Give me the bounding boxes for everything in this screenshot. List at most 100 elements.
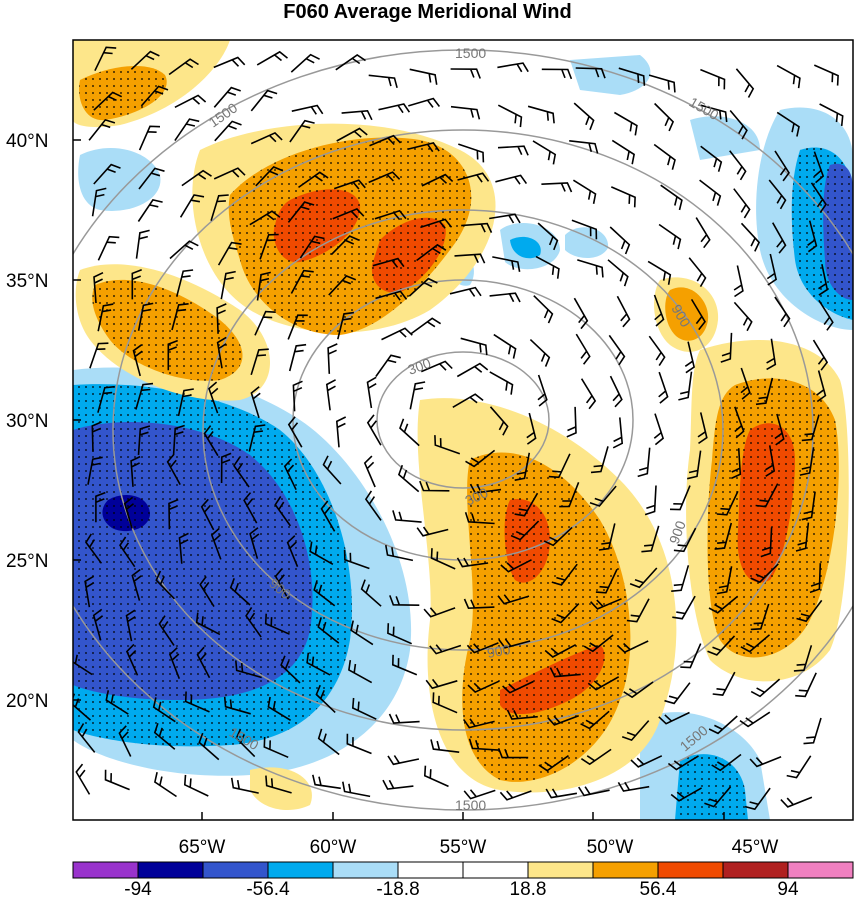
wind-barb — [647, 260, 672, 285]
wind-barb — [700, 68, 726, 90]
wind-barb — [280, 655, 301, 684]
wind-barb — [97, 235, 120, 261]
wind-barb — [535, 255, 560, 279]
wind-barb — [119, 536, 136, 568]
colorbar — [72, 861, 854, 879]
wind-barb — [214, 120, 242, 142]
wind-barb — [810, 182, 827, 214]
wind-barb — [313, 580, 336, 607]
wind-barb — [416, 243, 447, 262]
wind-barb — [730, 448, 742, 480]
wind-barb — [529, 339, 551, 367]
wind-barb — [333, 179, 366, 190]
wind-barb — [286, 535, 299, 568]
wind-barb — [750, 563, 779, 584]
wind-barb — [801, 491, 816, 521]
wind-barb — [196, 646, 211, 679]
wind-barb — [140, 85, 169, 107]
colorbar-labels: -94 -56.4 -18.8 18.8 56.4 94 — [124, 879, 799, 900]
wind-barb — [801, 414, 820, 442]
wind-barb — [210, 194, 229, 221]
wind-barb — [183, 774, 209, 797]
wind-barb — [423, 607, 456, 618]
colorbar-box — [722, 861, 789, 879]
wind-barb — [93, 271, 104, 304]
wind-barb — [551, 563, 578, 586]
contour-label-1500-bottom: 1500 — [455, 797, 486, 813]
wind-barb — [423, 765, 449, 788]
wind-barb — [708, 715, 738, 735]
wind-barb — [292, 380, 303, 412]
contour-900 — [202, 209, 724, 651]
wind-barb — [138, 125, 161, 151]
colorbar-box — [72, 861, 139, 879]
wind-barb — [135, 229, 150, 259]
wind-barb — [335, 54, 366, 71]
wind-barb — [735, 68, 755, 98]
wind-barb — [97, 303, 114, 332]
wind-barb — [648, 335, 666, 367]
wind-barb — [532, 140, 557, 165]
wind-barb — [755, 483, 779, 508]
wind-barb — [256, 50, 288, 66]
wind-barb — [254, 310, 276, 336]
wind-barb — [672, 595, 696, 620]
wind-barb — [152, 697, 176, 723]
wind-barb — [299, 235, 325, 259]
wind-barb — [527, 105, 555, 124]
wind-barb — [700, 145, 723, 172]
wind-barb — [818, 264, 829, 296]
wind-barb — [595, 568, 618, 594]
wind-barb — [342, 781, 371, 798]
wind-barb — [200, 498, 215, 531]
wind-barb — [432, 692, 458, 714]
wind-barb — [368, 171, 401, 184]
wind-barb — [309, 541, 334, 565]
wind-barb — [93, 163, 121, 185]
wind-barb — [653, 413, 665, 446]
wind-barb — [420, 218, 453, 229]
wind-barb — [223, 696, 251, 715]
wind-barb — [73, 650, 93, 676]
wind-barb — [198, 732, 220, 761]
wind-barb — [492, 256, 521, 272]
wind-barb — [125, 643, 139, 676]
wind-barb — [382, 779, 414, 790]
wind-barb — [548, 453, 571, 479]
wind-barb — [181, 169, 212, 187]
wind-barb — [716, 490, 739, 516]
wind-barb — [714, 522, 733, 550]
wind-barb — [363, 455, 376, 488]
wind-barb — [368, 74, 398, 89]
wind-barb — [375, 290, 408, 301]
wind-barb — [598, 523, 616, 551]
wind-barb — [452, 393, 484, 408]
wind-barb — [644, 485, 657, 516]
wind-barb — [489, 371, 514, 395]
wind-barb — [168, 58, 199, 76]
wind-barb — [469, 483, 502, 494]
wind-barb — [580, 748, 612, 766]
wind-barb — [220, 270, 236, 300]
wind-barb — [388, 713, 420, 724]
wind-barb — [213, 56, 246, 69]
wind-barb — [707, 635, 736, 656]
wind-barb — [430, 548, 456, 570]
wind-barb — [551, 603, 580, 624]
wind-barb — [734, 406, 745, 439]
wind-barb — [653, 294, 665, 327]
wind-barb — [420, 360, 453, 373]
wind-barb — [389, 595, 420, 606]
wind-barb — [571, 219, 598, 240]
wind-barb — [131, 269, 142, 300]
wind-barb — [94, 46, 117, 72]
wind-barb — [265, 775, 292, 794]
colorbar-box — [397, 861, 464, 879]
wind-barb — [541, 68, 573, 80]
wind-barb — [497, 145, 529, 156]
wind-barb — [264, 613, 290, 635]
lon-label-45w: 45°W — [732, 837, 779, 858]
wind-barb — [610, 186, 636, 208]
wind-barb — [708, 595, 739, 614]
wind-barb — [739, 711, 771, 728]
